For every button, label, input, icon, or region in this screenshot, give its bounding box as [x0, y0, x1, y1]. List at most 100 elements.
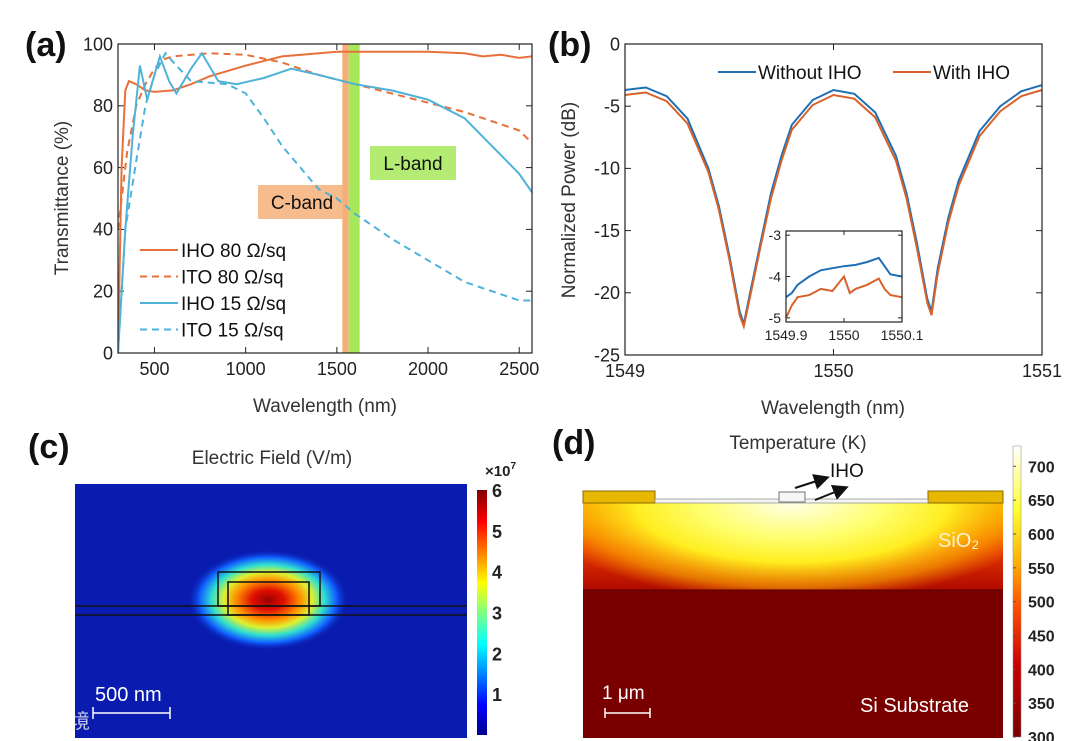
y-tick-label: -4 — [769, 268, 782, 284]
y-tick-label: -25 — [594, 345, 620, 365]
y-tick-label: 100 — [83, 34, 113, 54]
inset-chart: 1549.9 1550 1550.1 -3 -4 -5 — [765, 227, 924, 343]
legend-label: IHO 15 Ω/sq — [181, 294, 286, 315]
y-tick-label: -10 — [594, 159, 620, 179]
waveguide-outline — [75, 571, 467, 616]
y-tick-label: 80 — [93, 96, 113, 116]
series-line-with — [624, 89, 1043, 331]
colorbar-tick-label: 300 — [1028, 730, 1055, 741]
series-line-ito — [118, 51, 532, 353]
y-tick-label: -20 — [594, 283, 620, 303]
inset-frame — [785, 230, 903, 323]
y-tick-label: -5 — [604, 97, 620, 117]
legend-label: IHO 80 Ω/sq — [181, 241, 286, 262]
colorbar-tick-label: 2 — [492, 644, 502, 664]
colorbar-tick-label: 700 — [1028, 459, 1055, 476]
y-tick-label: -15 — [594, 221, 620, 241]
sio2-label: SiO₂ — [938, 530, 979, 552]
y-tick-label: 0 — [103, 343, 113, 363]
legend-label: ITO 15 Ω/sq — [181, 321, 284, 342]
temperature-map: Temperature (K) IHO SiO₂ Si Substrate 1 … — [582, 433, 1055, 741]
x-tick-label: 2500 — [499, 359, 539, 379]
colorbar-tick-label: 500 — [1028, 595, 1055, 612]
band-label-box — [370, 146, 456, 180]
band-l-band — [348, 44, 360, 353]
x-tick-label: 1000 — [226, 359, 266, 379]
scale-bar — [92, 707, 171, 719]
band-label-c-band: C-band — [271, 193, 333, 214]
panel-label-d: (d) — [552, 424, 595, 462]
y-tick-label: 20 — [93, 282, 113, 302]
y-tick-label: 0 — [610, 34, 620, 54]
electric-field-map: Electric Field (V/m) 500 nm 大数跨境 ×107 1 2… — [10, 448, 516, 738]
map-title: Electric Field (V/m) — [192, 448, 352, 469]
series-line-iho — [118, 50, 532, 353]
x-axis-label: Wavelength (nm) — [253, 396, 397, 417]
colorbar-tick-label: 450 — [1028, 628, 1055, 645]
colorbar-tick-label: 6 — [492, 481, 502, 501]
x-tick-label: 2000 — [408, 359, 448, 379]
colorbar-tick-label: 550 — [1028, 561, 1055, 578]
colorbar-tick-label: 1 — [492, 685, 502, 705]
x-tick-label: 1550.1 — [881, 327, 924, 343]
substrate-label: Si Substrate — [860, 695, 969, 717]
map-title: Temperature (K) — [729, 433, 866, 454]
colorbar-tick-label: 350 — [1028, 696, 1055, 713]
waveguide-core — [778, 491, 806, 503]
scale-bar-label: 1 μm — [602, 683, 645, 704]
transmittance-chart: Wavelength (nm) Transmittance (%) 500 100… — [52, 34, 539, 417]
x-tick-label: 1550 — [813, 361, 853, 381]
exponent-base: ×10 — [485, 463, 510, 480]
x-tick-label: 1500 — [317, 359, 357, 379]
series-line-without — [785, 256, 903, 299]
colorbar-exponent: ×107 — [485, 461, 516, 480]
band-label-box — [258, 185, 346, 219]
legend-label: With IHO — [933, 63, 1010, 84]
colorbar-tick-label: 650 — [1028, 493, 1055, 510]
colorbar — [477, 490, 487, 735]
x-axis-label: Wavelength (nm) — [761, 398, 905, 419]
plot-frame — [117, 43, 533, 354]
legend-label: ITO 80 Ω/sq — [181, 268, 284, 289]
panel-label-c: (c) — [28, 428, 70, 466]
scale-bar — [604, 708, 651, 718]
y-tick-label: -3 — [769, 227, 782, 243]
y-axis-label: Normalized Power (dB) — [559, 102, 580, 298]
heat-profile — [583, 503, 1003, 590]
normalized-power-chart: Wavelength (nm) Normalized Power (dB) 15… — [559, 34, 1062, 419]
si-substrate-region — [583, 590, 1003, 738]
panel-label-b: (b) — [548, 26, 591, 64]
watermark: 大数跨境 — [10, 710, 90, 733]
colorbar-tick-label: 5 — [492, 522, 502, 542]
panel-label-a: (a) — [25, 26, 67, 64]
series-line-with — [785, 274, 903, 319]
legend-label: Without IHO — [758, 63, 861, 84]
colorbar-tick-label: 400 — [1028, 662, 1055, 679]
right-electrode — [927, 490, 1004, 504]
x-tick-label: 1549.9 — [765, 327, 808, 343]
colorbar-tick-label: 600 — [1028, 527, 1055, 544]
y-tick-label: -5 — [769, 310, 782, 326]
band-label-l-band: L-band — [383, 154, 442, 175]
x-tick-label: 1549 — [605, 361, 645, 381]
y-tick-label: 60 — [93, 158, 113, 178]
left-electrode — [582, 490, 656, 504]
y-tick-label: 40 — [93, 220, 113, 240]
arrow-icon — [794, 474, 830, 490]
scale-bar-label: 500 nm — [95, 684, 162, 706]
y-axis-label: Transmittance (%) — [52, 121, 73, 276]
x-tick-label: 500 — [139, 359, 169, 379]
colorbar-tick-label: 3 — [492, 604, 502, 624]
x-tick-label: 1550 — [828, 327, 859, 343]
colorbar — [1012, 445, 1022, 738]
arrow-icon — [814, 485, 849, 501]
iho-annotation: IHO — [830, 461, 864, 482]
series-line-without — [624, 84, 1043, 328]
field-mode-profile — [158, 528, 378, 672]
exponent-power: 7 — [510, 461, 516, 472]
colorbar-tick-label: 4 — [492, 563, 502, 583]
x-tick-label: 1551 — [1022, 361, 1062, 381]
plot-frame — [624, 43, 1043, 356]
series-line-iho — [118, 51, 532, 353]
